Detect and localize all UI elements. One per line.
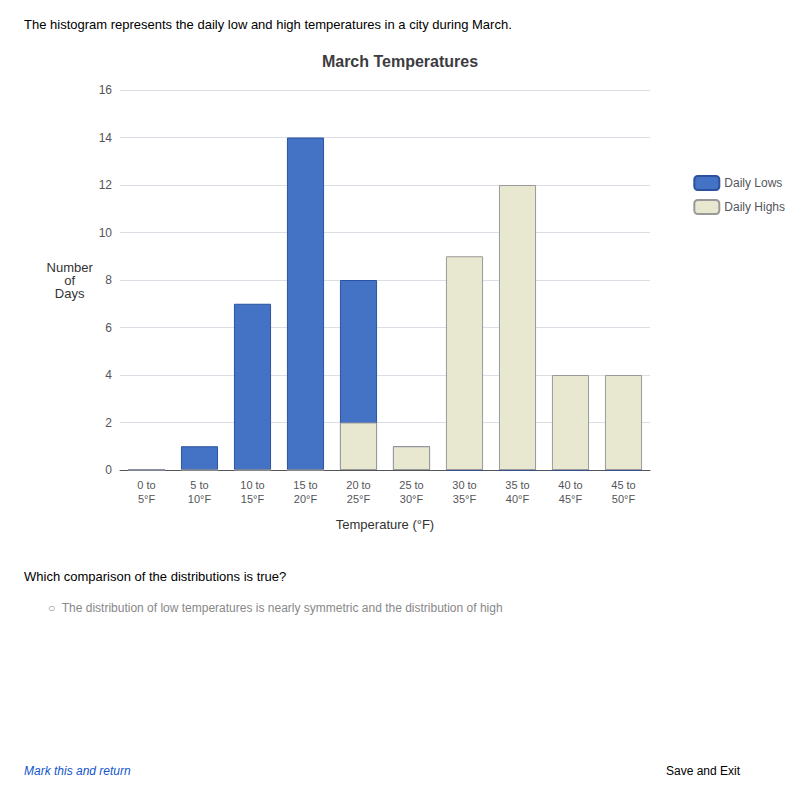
svg-text:○ The distribution of low tem: ○ The distribution of low temperatures i…	[48, 601, 503, 615]
svg-text:40°F: 40°F	[506, 493, 530, 505]
svg-text:45°F: 45°F	[559, 493, 583, 505]
svg-text:6: 6	[105, 321, 112, 335]
svg-text:0: 0	[105, 463, 112, 477]
svg-text:15°F: 15°F	[241, 493, 265, 505]
svg-text:The histogram represents the d: The histogram represents the daily low a…	[24, 17, 512, 32]
svg-text:12: 12	[99, 178, 113, 192]
svg-text:10 to: 10 to	[240, 479, 264, 491]
svg-text:50°F: 50°F	[612, 493, 636, 505]
svg-text:20 to: 20 to	[346, 479, 370, 491]
svg-text:Temperature (°F): Temperature (°F)	[336, 517, 434, 532]
svg-text:35°F: 35°F	[453, 493, 477, 505]
svg-text:Mark this and return: Mark this and return	[24, 764, 131, 778]
svg-text:Number: Number	[46, 259, 93, 275]
svg-text:Daily Highs: Daily Highs	[724, 200, 785, 214]
svg-text:of: of	[64, 272, 76, 288]
svg-text:March Temperatures: March Temperatures	[322, 53, 478, 70]
svg-text:14: 14	[99, 131, 113, 145]
svg-text:40 to: 40 to	[558, 479, 582, 491]
svg-text:20°F: 20°F	[294, 493, 318, 505]
svg-text:Save and Exit: Save and Exit	[666, 764, 741, 778]
svg-text:30 to: 30 to	[452, 479, 476, 491]
svg-text:25 to: 25 to	[399, 479, 423, 491]
svg-text:8: 8	[105, 273, 112, 287]
svg-text:45 to: 45 to	[611, 479, 635, 491]
svg-text:16: 16	[99, 83, 113, 97]
svg-text:Daily Lows: Daily Lows	[724, 176, 782, 190]
svg-text:5 to: 5 to	[190, 479, 208, 491]
svg-text:15 to: 15 to	[293, 479, 317, 491]
svg-text:25°F: 25°F	[347, 493, 371, 505]
svg-text:0 to: 0 to	[137, 479, 155, 491]
svg-text:10°F: 10°F	[188, 493, 212, 505]
svg-text:35 to: 35 to	[505, 479, 529, 491]
svg-text:Days: Days	[55, 286, 85, 301]
svg-text:30°F: 30°F	[400, 493, 424, 505]
svg-text:4: 4	[105, 368, 112, 382]
svg-text:2: 2	[105, 416, 112, 430]
svg-text:Which comparison of the distri: Which comparison of the distributions is…	[24, 569, 286, 584]
svg-text:10: 10	[99, 226, 113, 240]
svg-text:5°F: 5°F	[138, 493, 156, 505]
